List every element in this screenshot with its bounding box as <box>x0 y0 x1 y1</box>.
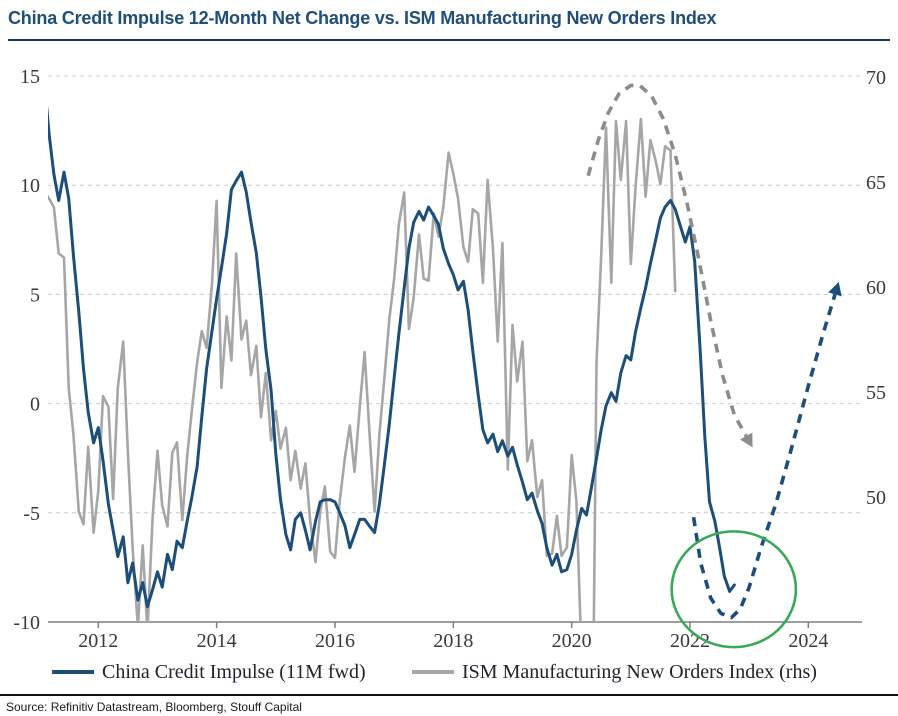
legend-item-credit-impulse: China Credit Impulse (11M fwd) <box>52 658 366 686</box>
x-axis-label: 2020 <box>552 630 592 652</box>
credit-impulse-line-swatch <box>52 670 94 674</box>
x-axis-label: 2022 <box>670 630 710 652</box>
left-axis-label: -10 <box>13 612 40 634</box>
x-axis-label: 2012 <box>78 630 118 652</box>
arrowhead-icon <box>828 281 842 297</box>
title-divider <box>8 39 890 41</box>
legend-label-credit-impulse: China Credit Impulse (11M fwd) <box>102 660 366 683</box>
x-axis-label: 2014 <box>197 630 237 652</box>
right-axis-label: 70 <box>866 67 886 89</box>
right-axis-label: 65 <box>866 172 886 194</box>
left-axis-label: -5 <box>23 503 40 525</box>
page-title: China Credit Impulse 12-Month Net Change… <box>8 8 717 28</box>
right-axis-label: 60 <box>866 277 886 299</box>
credit-impulse-projection-v <box>691 293 837 620</box>
footer-divider <box>0 694 898 696</box>
source-text: Source: Refinitiv Datastream, Bloomberg,… <box>6 700 302 714</box>
credit-impulse-line <box>48 104 736 609</box>
x-axis-label: 2024 <box>788 630 828 652</box>
ism-new-orders-line <box>48 117 677 622</box>
left-axis-label: 0 <box>30 394 40 416</box>
right-axis-label: 50 <box>866 487 886 509</box>
right-axis-label: 55 <box>866 382 886 404</box>
left-axis-label: 5 <box>30 284 40 306</box>
trough-highlight-circle <box>670 530 798 649</box>
legend-label-ism: ISM Manufacturing New Orders Index (rhs) <box>462 660 817 683</box>
x-axis-label: 2018 <box>433 630 473 652</box>
arrowhead-icon <box>740 432 753 448</box>
left-axis-label: 10 <box>20 175 40 197</box>
legend: China Credit Impulse (11M fwd) ISM Manuf… <box>0 658 898 686</box>
left-axis-label: 15 <box>20 66 40 88</box>
legend-item-ism: ISM Manufacturing New Orders Index (rhs) <box>412 658 817 686</box>
x-axis-label: 2016 <box>315 630 355 652</box>
ism-line-swatch <box>412 670 454 674</box>
